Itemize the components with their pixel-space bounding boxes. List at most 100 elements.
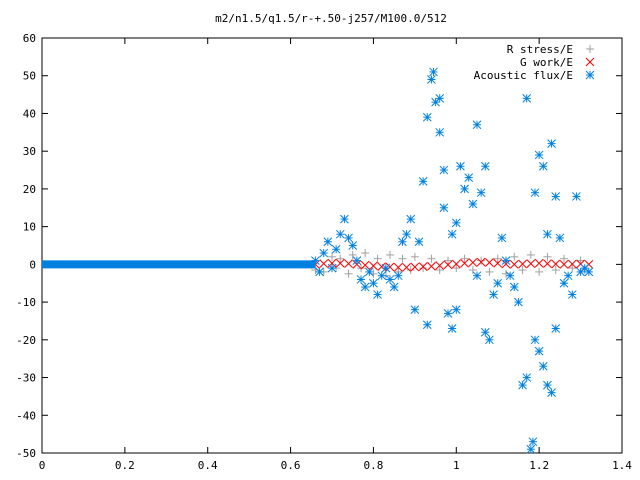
data-point (464, 173, 474, 182)
marker-stroke (518, 259, 527, 269)
marker-stroke (493, 258, 503, 268)
marker-stroke (443, 309, 453, 318)
data-point (373, 254, 382, 263)
data-point (360, 260, 370, 270)
marker-stroke (335, 229, 345, 239)
marker-stroke (534, 346, 544, 356)
data-point (427, 75, 436, 84)
data-point (530, 335, 540, 345)
data-point (485, 258, 494, 267)
y-tick-label: -20 (16, 334, 36, 347)
data-point (381, 263, 391, 273)
data-point (451, 259, 461, 269)
plot-frame (41, 37, 623, 454)
data-point (327, 263, 337, 273)
marker-stroke (505, 271, 515, 281)
marker-stroke (369, 278, 378, 288)
data-point (319, 248, 329, 258)
marker-stroke (418, 262, 428, 271)
data-point (398, 254, 407, 263)
data-point (340, 214, 349, 224)
data-point (422, 112, 432, 122)
marker-stroke (418, 177, 428, 186)
marker-stroke (360, 282, 370, 292)
data-point (567, 259, 577, 269)
data-point (551, 259, 561, 269)
marker-stroke (480, 161, 490, 171)
marker-stroke (381, 263, 391, 273)
data-point (406, 266, 415, 275)
data-point (344, 259, 353, 268)
data-point (497, 233, 507, 243)
y-tick-label: 30 (23, 145, 36, 158)
marker-stroke (377, 271, 387, 281)
data-point (447, 229, 457, 239)
marker-stroke (443, 260, 453, 270)
marker-stroke (472, 271, 482, 281)
data-point (509, 260, 519, 269)
marker-stroke (385, 275, 395, 284)
x-tick-label: 1 (453, 459, 460, 472)
data-point (451, 218, 461, 228)
data-point (348, 250, 357, 259)
data-point (518, 259, 527, 269)
data-point (530, 188, 540, 198)
marker-stroke (439, 165, 449, 175)
marker-stroke (393, 263, 403, 272)
data-point (418, 177, 428, 186)
data-point (493, 254, 502, 263)
y-tick-label: -50 (16, 447, 36, 460)
y-tick-label: 0 (29, 258, 36, 271)
data-point (535, 267, 544, 276)
marker-stroke (551, 324, 561, 333)
marker-stroke (360, 260, 370, 270)
marker-stroke (422, 320, 432, 330)
data-point (468, 199, 478, 209)
marker-stroke (451, 305, 461, 314)
data-point (443, 260, 453, 270)
data-point (509, 282, 519, 292)
marker-stroke (572, 192, 581, 201)
data-point (543, 380, 552, 390)
data-point (551, 192, 561, 201)
marker-stroke (364, 267, 374, 277)
data-point (485, 335, 494, 345)
data-point (538, 161, 548, 171)
marker-stroke (451, 218, 461, 228)
marker-stroke (410, 305, 420, 314)
marker-stroke (493, 278, 503, 288)
marker-stroke (447, 324, 457, 333)
data-point (567, 290, 577, 299)
data-point (311, 256, 320, 265)
marker-stroke (406, 214, 416, 224)
x-tick-label: 0.2 (115, 459, 135, 472)
data-point (518, 380, 527, 390)
data-point (398, 237, 407, 247)
y-tick-label: -30 (16, 372, 36, 385)
data-point (559, 260, 569, 269)
marker-stroke (460, 258, 469, 268)
data-point (572, 192, 581, 201)
y-tick-label: 50 (23, 70, 36, 83)
data-point (480, 161, 490, 171)
legend-marker (586, 45, 594, 53)
data-point (356, 275, 366, 284)
data-point (563, 271, 573, 281)
data-point (576, 256, 585, 265)
data-point (501, 256, 511, 265)
marker-stroke (439, 203, 449, 213)
data-point (476, 188, 486, 198)
marker-stroke (485, 258, 494, 267)
marker-stroke (509, 260, 519, 269)
marker-stroke (319, 248, 329, 258)
marker-stroke (480, 327, 490, 337)
marker-stroke (551, 192, 561, 201)
marker-stroke (344, 233, 353, 243)
marker-stroke (543, 229, 552, 239)
marker-stroke (468, 258, 478, 267)
data-point (489, 290, 498, 299)
marker-stroke (393, 271, 403, 281)
series-3 (42, 67, 594, 454)
marker-stroke (526, 259, 536, 268)
